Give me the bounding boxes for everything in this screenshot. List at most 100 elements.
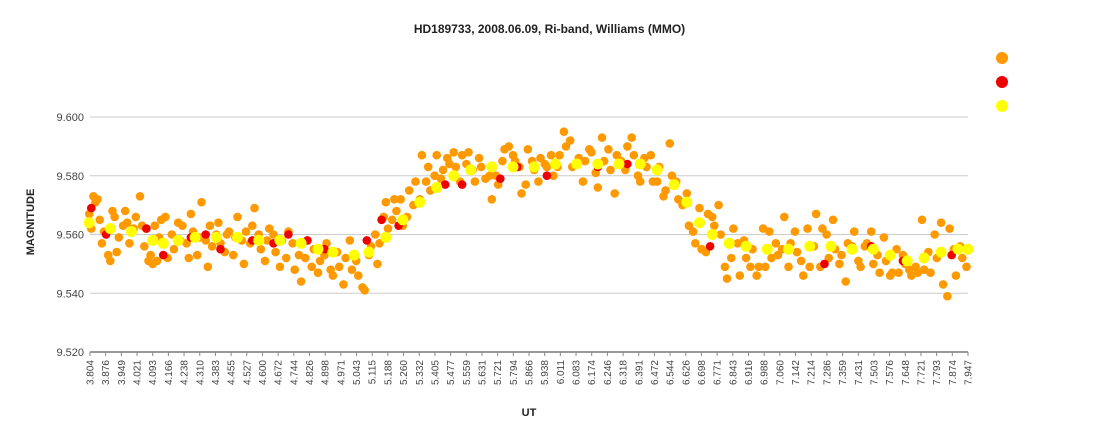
data-point: [301, 253, 310, 263]
x-tick-label: 4.672: [274, 360, 285, 385]
data-point: [421, 177, 431, 186]
data-point: [536, 153, 545, 163]
data-point: [381, 197, 391, 207]
data-point: [935, 246, 947, 258]
data-point: [341, 253, 350, 263]
data-point: [411, 177, 420, 186]
data-point: [741, 253, 751, 263]
x-tick-label: 6.843: [728, 360, 739, 385]
data-point: [126, 226, 137, 238]
data-point: [765, 227, 774, 236]
data-point: [360, 286, 370, 295]
data-point: [320, 250, 329, 260]
data-point: [652, 177, 662, 186]
data-point: [296, 277, 306, 286]
data-point: [123, 218, 132, 227]
data-point: [438, 165, 448, 175]
data-point: [695, 203, 704, 213]
x-tick-label: 5.938: [540, 360, 551, 385]
data-point: [448, 170, 460, 182]
data-point: [938, 280, 948, 289]
x-tick-label: 6.988: [760, 360, 771, 385]
data-point: [803, 224, 812, 233]
data-point: [476, 162, 486, 172]
x-tick-label: 7.503: [869, 360, 880, 385]
data-point: [440, 180, 450, 189]
data-point: [761, 243, 773, 255]
data-point: [665, 139, 675, 148]
data-point: [824, 253, 834, 263]
data-point: [571, 158, 583, 170]
y-tick-labels: 9.520 9.540 9.560 9.580 9.600: [56, 112, 84, 359]
data-point: [610, 189, 619, 198]
data-point: [688, 227, 698, 236]
data-point: [760, 262, 770, 272]
data-point: [396, 195, 406, 204]
data-point: [634, 158, 646, 170]
x-tick-label: 7.947: [964, 360, 975, 385]
chart-title: HD189733, 2008.06.09, Ri-band, Williams …: [413, 22, 686, 36]
data-point: [962, 243, 974, 255]
data-point: [593, 183, 603, 192]
data-point: [706, 229, 718, 240]
legend-marker: [996, 76, 1008, 88]
data-point: [694, 217, 705, 229]
data-point: [167, 230, 177, 239]
data-point: [705, 242, 715, 251]
series-1: [84, 127, 971, 301]
data-point: [339, 280, 348, 289]
data-point: [597, 133, 607, 142]
data-point: [135, 192, 145, 201]
x-tick-label: 7.060: [775, 360, 786, 385]
data-point: [445, 159, 454, 169]
data-point: [710, 221, 719, 230]
data-point: [580, 156, 590, 166]
data-point: [879, 233, 889, 242]
data-point: [917, 215, 927, 225]
data-point: [947, 250, 956, 260]
data-point: [239, 259, 249, 269]
data-point: [729, 224, 738, 233]
data-point: [720, 262, 730, 272]
x-tick-label: 7.142: [791, 360, 802, 385]
data-point: [248, 221, 257, 230]
x-tick-label: 6.771: [713, 360, 724, 385]
x-tick-label: 4.744: [289, 360, 300, 385]
data-point: [943, 291, 952, 301]
data-point: [186, 209, 196, 219]
data-point: [828, 215, 838, 225]
data-point: [432, 150, 442, 160]
data-point: [856, 262, 865, 272]
data-point: [811, 209, 821, 219]
data-point: [169, 244, 179, 254]
data-point: [142, 224, 151, 233]
data-point: [792, 247, 802, 257]
data-point: [436, 174, 446, 183]
data-point: [549, 158, 561, 170]
data-point: [945, 224, 954, 233]
data-point: [417, 150, 427, 160]
data-point: [192, 250, 202, 260]
data-point: [555, 150, 564, 160]
y-tick-label: 9.560: [56, 230, 84, 242]
data-point: [253, 234, 265, 246]
data-point: [822, 230, 831, 239]
x-tick-label: 6.174: [587, 360, 598, 385]
x-tick-label: 6.246: [603, 360, 614, 385]
data-point: [112, 247, 121, 257]
data-point: [334, 262, 344, 272]
data-point: [159, 250, 168, 260]
data-point: [716, 230, 725, 239]
data-point: [635, 177, 645, 186]
data-point: [604, 145, 613, 154]
data-point: [754, 262, 764, 272]
data-point: [958, 253, 967, 263]
x-tick-label: 3.949: [117, 360, 128, 385]
data-point: [727, 253, 736, 263]
x-tick-labels: 3.804 3.876 3.949 4.021 4.093 4.166 4.238 4.310…: [86, 352, 975, 385]
data-point: [612, 150, 622, 160]
data-point: [431, 182, 443, 193]
data-point: [312, 243, 324, 255]
data-point: [348, 249, 360, 261]
data-point: [205, 221, 215, 230]
